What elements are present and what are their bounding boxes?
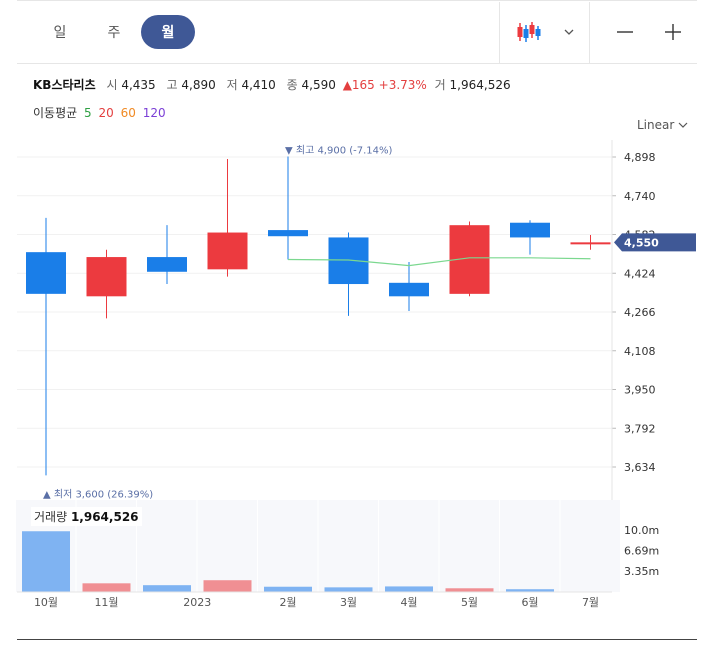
x-tick-label: 2월 xyxy=(279,596,296,609)
high-label: 고 xyxy=(166,78,178,92)
volume-separator xyxy=(559,500,561,592)
volume-slot xyxy=(500,500,560,592)
y-tick-label: 4,424 xyxy=(624,267,656,280)
toolbar-divider xyxy=(499,2,500,64)
y-tick-label: 3,634 xyxy=(624,461,656,474)
close-value: 4,590 xyxy=(301,78,336,92)
moving-average-legend: 이동평균 5 20 60 120 xyxy=(33,104,166,121)
volume-slot xyxy=(137,500,197,592)
volume-bar xyxy=(143,585,191,592)
volume-separator xyxy=(499,500,500,592)
price-info: KB스타리츠 시 4,435 고 4,890 저 4,410 종 4,590 ▲… xyxy=(33,76,511,93)
candle-body xyxy=(86,257,127,297)
volume-tick-label: 10.0m xyxy=(624,524,659,537)
toolbar-divider xyxy=(589,2,590,64)
period-day-button[interactable]: 일 xyxy=(53,25,67,41)
change-percent: +3.73% xyxy=(378,78,427,92)
volume-bar xyxy=(203,580,252,592)
volume-slot xyxy=(197,500,258,592)
minus-icon[interactable] xyxy=(613,15,637,49)
bottom-divider xyxy=(17,639,697,640)
y-tick-label: 4,898 xyxy=(624,151,656,164)
x-tick-label: 11월 xyxy=(94,596,118,609)
volume-label: 거 xyxy=(434,78,446,92)
volume-separator xyxy=(378,500,379,592)
x-tick-label: 10월 xyxy=(34,596,58,609)
candle-body xyxy=(268,230,308,237)
volume-tick-label: 3.35m xyxy=(624,565,659,578)
volume-bar xyxy=(385,586,433,592)
candle-body xyxy=(207,232,248,270)
candle-body xyxy=(510,222,550,238)
max-price-marker: ▼ 최고 4,900 (-7.14%) xyxy=(285,145,393,157)
y-tick-label: 3,950 xyxy=(624,384,656,397)
high-value: 4,890 xyxy=(181,78,216,92)
volume-separator xyxy=(438,500,440,592)
low-label: 저 xyxy=(226,78,238,92)
ma-120-label[interactable]: 120 xyxy=(142,106,166,120)
ma5-line xyxy=(287,257,591,267)
ma-60-label[interactable]: 60 xyxy=(120,106,136,120)
candle-body xyxy=(147,257,187,272)
volume-legend: 거래량 1,964,526 xyxy=(31,507,142,526)
plus-icon[interactable] xyxy=(661,15,685,49)
volume-bar xyxy=(264,586,312,592)
close-label: 종 xyxy=(286,78,298,92)
volume-slot xyxy=(379,500,439,592)
volume-legend-value: 1,964,526 xyxy=(70,510,139,524)
chart-toolbar: 일 주 월 xyxy=(17,0,697,64)
x-tick-label: 7월 xyxy=(582,596,599,609)
y-tick-label: 4,108 xyxy=(624,345,656,358)
period-week-button[interactable]: 주 xyxy=(107,25,121,41)
x-tick-label: 5월 xyxy=(461,596,478,609)
y-tick-label: 4,740 xyxy=(624,190,656,203)
chevron-down-icon xyxy=(678,122,688,128)
period-month-button[interactable]: 월 xyxy=(141,15,195,49)
volume-tick-label: 6.69m xyxy=(624,545,659,558)
volume-separator xyxy=(75,500,77,592)
volume-bar xyxy=(445,588,494,592)
candlestick-icon[interactable] xyxy=(512,15,546,49)
volume-bar xyxy=(506,589,554,592)
volume-separator xyxy=(196,500,198,592)
volume-bar xyxy=(22,531,70,592)
chevron-down-icon[interactable] xyxy=(557,15,581,49)
volume-slot xyxy=(258,500,318,592)
ma-20-label[interactable]: 20 xyxy=(98,106,114,120)
candle-body xyxy=(389,282,429,297)
volume-slot xyxy=(439,500,500,592)
volume-bar xyxy=(324,587,373,592)
candle-body xyxy=(26,252,66,294)
x-tick-label: 2023 xyxy=(183,596,211,609)
volume-separator xyxy=(317,500,319,592)
ma-5-label[interactable]: 5 xyxy=(84,106,92,120)
x-tick-label: 6월 xyxy=(521,596,538,609)
x-tick-label: 3월 xyxy=(340,596,357,609)
current-price-label: 4,550 xyxy=(624,236,659,249)
scale-label: Linear xyxy=(637,118,675,132)
stock-name: KB스타리츠 xyxy=(33,78,96,92)
min-price-marker: ▲ 최저 3,600 (26.39%) xyxy=(43,488,153,500)
y-tick-label: 3,792 xyxy=(624,422,656,435)
scale-selector[interactable]: Linear xyxy=(637,118,688,132)
volume-separator xyxy=(136,500,137,592)
candle-body xyxy=(570,242,611,245)
volume-bar xyxy=(82,583,131,592)
open-label: 시 xyxy=(106,78,118,92)
volume-slot xyxy=(318,500,379,592)
current-price-tag xyxy=(614,233,696,252)
volume-separator xyxy=(15,500,16,592)
x-tick-label: 4월 xyxy=(400,596,417,609)
volume-value: 1,964,526 xyxy=(449,78,511,92)
volume-separator xyxy=(620,500,621,592)
y-tick-label: 4,266 xyxy=(624,306,656,319)
change-value: ▲165 xyxy=(342,78,375,92)
low-value: 4,410 xyxy=(241,78,276,92)
volume-slot xyxy=(560,500,621,592)
volume-separator xyxy=(257,500,258,592)
volume-legend-label: 거래량 xyxy=(34,510,68,524)
moving-average-label: 이동평균 xyxy=(33,106,78,120)
open-value: 4,435 xyxy=(121,78,156,92)
